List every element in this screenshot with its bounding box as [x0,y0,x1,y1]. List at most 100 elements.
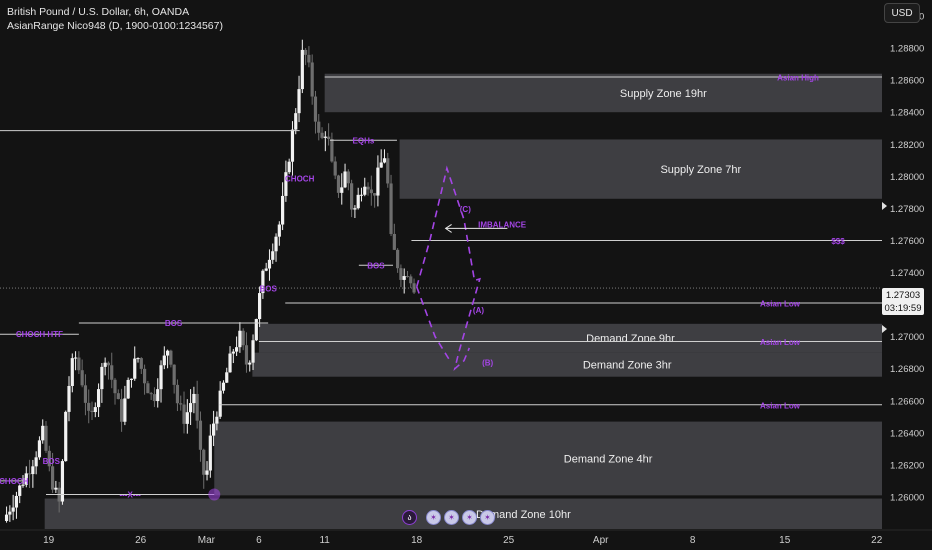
candle-body [192,393,196,404]
candle-body [175,384,180,404]
level-label: Asian Low [760,338,801,347]
x-tick-label: 18 [411,535,423,546]
x-tick-label: Apr [593,535,609,546]
flag-icon[interactable]: ✶ [480,510,495,525]
logo-icon[interactable]: ა [402,510,417,525]
candle-body [379,162,383,168]
y-tick-label: 1.27600 [890,236,924,247]
zone-label: Demand Zone 3hr [583,360,672,372]
candle-body [359,194,364,196]
candle-body [142,368,147,384]
candle-body [126,379,130,399]
candle-body [297,89,301,114]
candle-body [340,187,344,193]
candle-body [304,49,308,55]
structure-label: CHOCH [0,477,29,486]
candle-body [287,161,291,173]
candle-body [208,435,212,471]
candle-body [136,358,140,360]
candle-body [248,362,252,365]
candle-body [399,268,403,280]
x-tick-label: 6 [256,535,262,546]
structure-label: (C) [460,205,471,214]
indicator-label: AsianRange Nico948 (D, 1900-0100:1234567… [7,20,223,32]
candles [4,39,416,523]
zone-box [258,323,882,353]
candle-body [179,403,183,405]
candle-body [169,350,173,365]
candle-body [67,385,71,412]
structure-label: EQHs [353,136,375,145]
low-marker [208,488,221,501]
x-tick-label: 15 [779,535,791,546]
structure-label: (B) [482,358,493,367]
structure-label: BOS [165,319,183,328]
x-tick-label: 11 [319,535,330,546]
candle-body [73,357,78,359]
candle-body [290,129,295,162]
candle-body [409,276,413,284]
candle-body [103,362,107,367]
candle-body [310,62,314,97]
candle-body [4,514,9,521]
axis-marker-icon [882,325,887,333]
imbalance-arrowhead [444,224,452,233]
candle-body [281,195,285,225]
current-price-tag: 1.27303 03:19:59 [882,288,924,315]
x-tick-label: 22 [871,535,883,546]
projection-path [415,165,481,371]
candle-body [87,402,91,411]
candle-body [50,466,55,490]
candle-body [44,425,48,451]
candle-body [198,420,203,450]
structure-label: BOS [367,261,385,270]
y-tick-label: 1.26600 [890,396,924,407]
candle-body [274,236,278,252]
candle-body [96,389,101,408]
candle-body [228,353,232,373]
flag-icon[interactable]: ✶ [426,510,441,525]
candle-body [172,364,176,385]
candle-body [34,457,38,467]
zone-box [214,421,882,496]
candle-body [100,366,104,390]
candle-body [119,399,124,422]
flag-icon[interactable]: ✶ [462,510,477,525]
candle-body [225,372,229,383]
candle-body [64,411,68,462]
structure-label: BOS [43,457,61,466]
candle-body [238,330,242,348]
candle-body [54,487,58,490]
candle-body [188,403,193,413]
x-tick-label: 19 [43,535,55,546]
y-tick-label: 1.27400 [890,268,924,279]
chart-title: British Pound / U.S. Dollar, 6h, OANDA [7,6,190,18]
y-tick-label: 1.26200 [890,460,924,471]
candle-body [70,358,74,386]
candle-body [156,389,160,402]
candle-body [231,351,235,354]
flag-icon[interactable]: ✶ [444,510,459,525]
candle-body [185,412,189,424]
y-tick-label: 1.26400 [890,428,924,439]
candle-body [221,382,226,391]
candle-body [244,345,249,365]
current-price-value: 1.27303 [885,290,921,301]
candle-body [14,495,19,508]
candle-body [353,208,357,210]
candle-body [21,484,25,486]
candle-body [60,461,65,502]
candle-body [376,167,380,196]
candle-body [405,276,410,278]
candle-body [336,175,341,193]
candle-body [139,358,143,369]
candle-body [116,393,120,400]
currency-selector[interactable]: USD [884,3,920,23]
candle-body [41,425,45,441]
level-label: $$$ [831,237,845,246]
zone-label: Demand Zone 10hr [476,509,571,521]
candle-body [343,171,347,188]
candle-body [159,365,163,390]
y-tick-label: 1.27800 [890,204,924,215]
